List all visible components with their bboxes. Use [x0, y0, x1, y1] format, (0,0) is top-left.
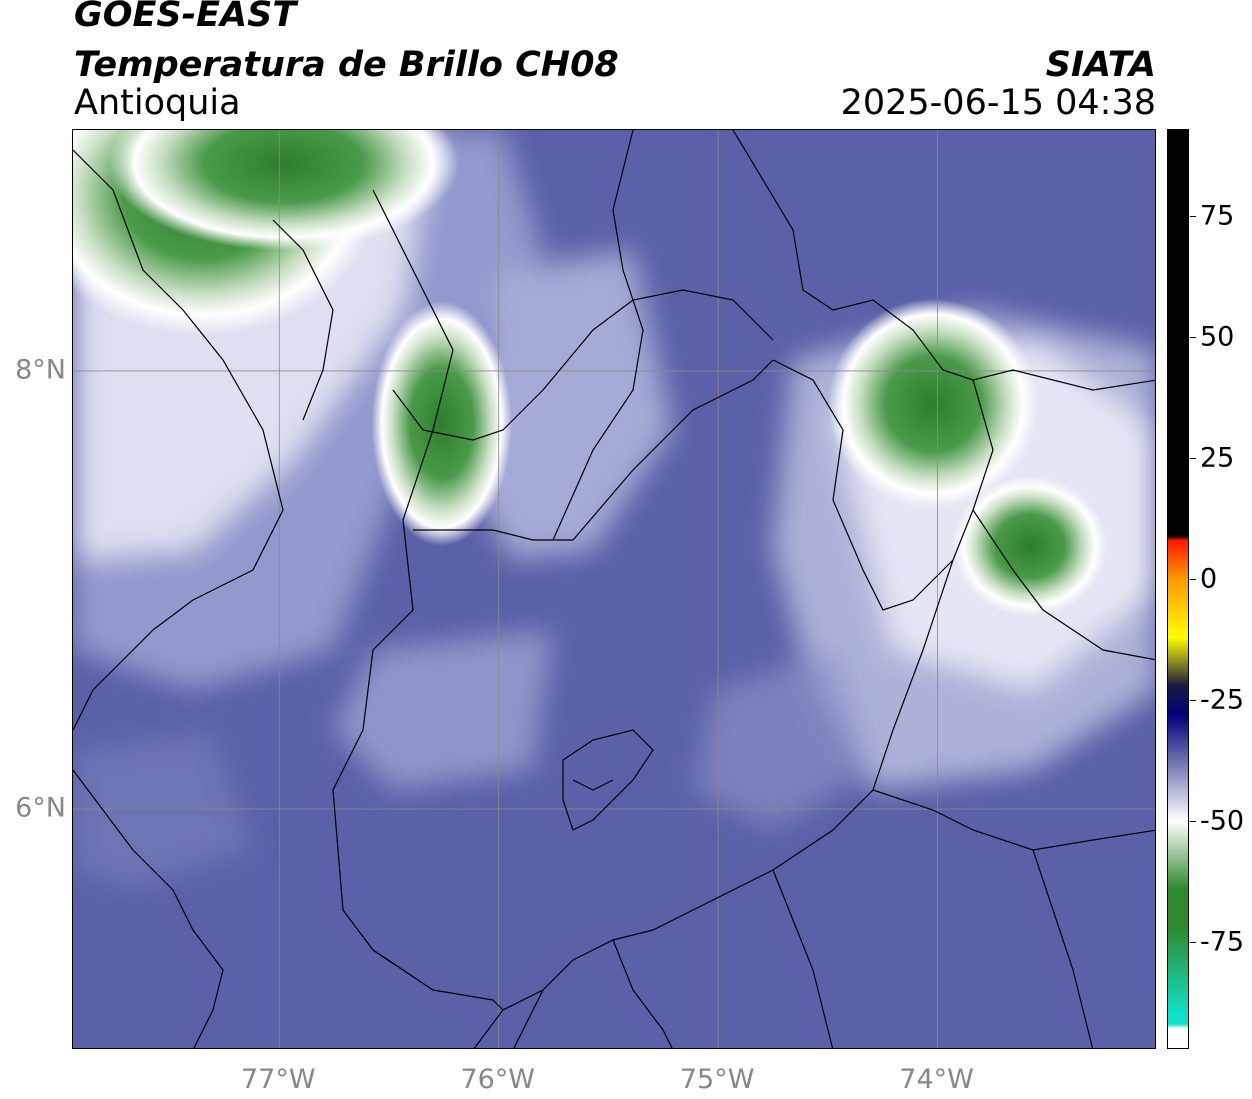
- satellite-title: GOES-EAST: [74, 0, 297, 35]
- latitude-label: 8°N: [15, 354, 66, 386]
- longitude-label: 74°W: [899, 1064, 974, 1095]
- colorbar-tick-label: 50: [1200, 321, 1235, 353]
- longitude-label: 77°W: [240, 1064, 316, 1095]
- colorbar-tick-mark: [1190, 942, 1196, 944]
- colorbar-tick-label: 75: [1200, 200, 1235, 232]
- colorbar-tick-mark: [1190, 579, 1196, 581]
- colorbar-tick-label: 25: [1200, 442, 1235, 474]
- longitude-label: 75°W: [679, 1064, 755, 1095]
- brightness-temperature-map: [73, 130, 1155, 1048]
- colorbar-tick-label: -50: [1200, 805, 1245, 837]
- colorbar-tick-label: -25: [1200, 684, 1245, 716]
- colorbar: [1167, 129, 1189, 1049]
- colorbar-tick-mark: [1190, 216, 1196, 218]
- cloud-core-1: [827, 298, 1039, 509]
- colorbar-tick-mark: [1190, 821, 1196, 823]
- latitude-label: 6°N: [15, 792, 66, 824]
- colorbar-tick-mark: [1190, 337, 1196, 339]
- cloud-core-4: [952, 476, 1107, 617]
- colorbar-tick-mark: [1190, 700, 1196, 702]
- cloud-core-0: [371, 300, 512, 547]
- boundaries: [73, 130, 1155, 1048]
- longitude-label: 76°W: [460, 1064, 535, 1095]
- product-title: Temperatura de Brillo CH08: [74, 45, 619, 85]
- cold-cloud-cores: [73, 130, 1107, 617]
- colorbar-tick-label: 0: [1200, 563, 1218, 595]
- timestamp-label: 2025-06-15 04:38: [840, 83, 1156, 123]
- colorbar-tick-label: -75: [1200, 926, 1245, 958]
- colorbar-tick-mark: [1190, 458, 1196, 460]
- map-panel: [72, 129, 1156, 1049]
- cloud-core-3: [108, 130, 460, 251]
- region-label: Antioquia: [74, 83, 241, 123]
- organization-label: SIATA: [1045, 45, 1156, 85]
- gridlines: [73, 130, 1155, 1048]
